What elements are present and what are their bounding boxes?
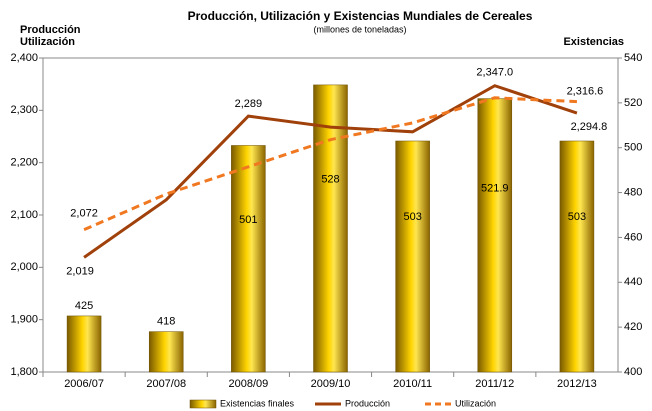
bar-label: 425 [75,300,93,312]
y2-tick-label: 400 [624,366,642,378]
x-tick-label: 2007/08 [146,378,186,390]
y2-tick-label: 540 [624,52,642,64]
y2-tick-label: 420 [624,321,642,333]
x-tick-label: 2011/12 [475,378,514,390]
legend-label: Utilización [455,398,496,408]
legend-swatch [189,399,217,409]
y-tick-label: 1,800 [10,366,38,378]
y2-tick-label: 440 [624,276,642,288]
y2-axis-label: Existencias [563,36,624,48]
bar-label: 501 [239,214,257,226]
y2-tick-label: 460 [624,231,642,243]
bar-label: 503 [568,211,586,223]
bar-label: 528 [321,174,339,186]
line [83,96,577,232]
y-tick-label: 1,900 [10,314,38,326]
line-label: 2,072 [70,208,98,220]
y-tick-label: 2,300 [10,104,38,116]
y-tick-label: 2,400 [10,52,38,64]
bar [395,140,430,373]
chart-subtitle: (millones de toneladas) [313,24,406,34]
line [83,84,578,259]
y2-tick-label: 520 [624,97,642,109]
y-axis-label: Utilización [20,36,75,48]
bar [313,84,348,373]
x-tick-label: 2006/07 [64,378,104,390]
bar [559,140,595,373]
line-label: 2,316.6 [567,86,604,98]
bar [66,315,102,373]
bar-label: 521.9 [481,183,509,195]
legend-label: Existencias finales [220,398,295,408]
legend-label: Producción [345,398,390,408]
bar-label: 418 [157,316,175,328]
x-tick-label: 2009/10 [311,378,351,390]
y-axis-label: Producción [20,24,81,36]
y-tick-label: 2,200 [10,157,38,169]
bar [148,331,184,373]
y2-tick-label: 480 [624,186,642,198]
y2-tick-label: 500 [624,142,642,154]
line-label: 2,294.8 [571,121,608,133]
y-tick-label: 2,000 [10,261,38,273]
x-tick-label: 2008/09 [228,378,268,390]
y-tick-label: 2,100 [10,209,38,221]
line-label: 2,019 [66,265,94,277]
bar [231,145,266,373]
x-tick-label: 2012/13 [557,378,597,390]
line-label: 2,289 [235,98,263,110]
bar-label: 503 [403,211,421,223]
bar [477,98,513,373]
line-label: 2,347.0 [476,67,513,79]
chart-title: Producción, Utilización y Existencias Mu… [188,9,533,23]
x-tick-label: 2010/11 [393,378,432,390]
